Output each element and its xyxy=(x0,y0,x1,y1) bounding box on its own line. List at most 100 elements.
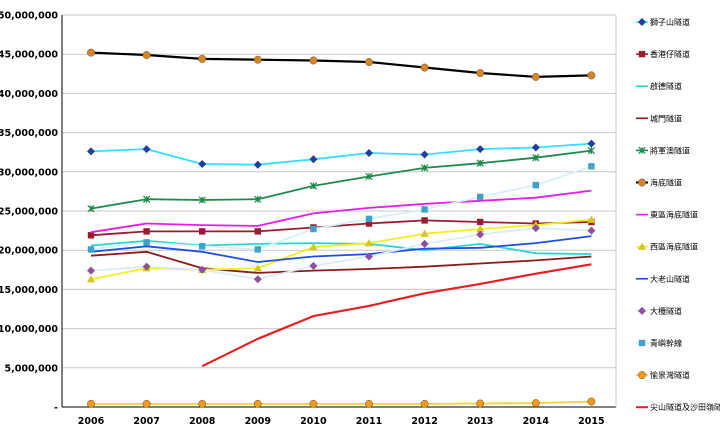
data-point xyxy=(365,172,373,181)
data-point xyxy=(198,54,207,63)
series-line xyxy=(90,250,592,274)
series-6 xyxy=(87,48,596,81)
data-point xyxy=(365,215,373,223)
data-point xyxy=(198,159,207,168)
data-point xyxy=(87,399,95,408)
x-tick-label: 2007 xyxy=(133,416,159,427)
legend-entry: 獅子山隧道 xyxy=(636,17,690,27)
y-tick-label: 5,000,000 xyxy=(5,363,59,374)
legend-entry: 尖山隧道及沙田嶺隧道 xyxy=(636,402,720,412)
legend-entry: 海底隧道 xyxy=(636,178,682,188)
data-point xyxy=(588,163,595,170)
y-tick-label: 10,000,000 xyxy=(0,324,58,335)
y-tick-label: 20,000,000 xyxy=(0,246,58,257)
series-1 xyxy=(87,139,596,169)
legend-entry: 大欖隧道 xyxy=(636,306,682,316)
data-point xyxy=(420,229,429,237)
data-point xyxy=(365,148,373,157)
data-point xyxy=(87,48,95,57)
data-point xyxy=(638,18,646,26)
legend-label: 海底隧道 xyxy=(650,178,682,188)
legend-label: 獅子山隧道 xyxy=(650,17,690,27)
data-point xyxy=(531,72,540,81)
data-point xyxy=(587,146,596,155)
series-line xyxy=(90,239,592,255)
data-point xyxy=(253,55,262,64)
y-tick-label: - xyxy=(54,403,58,414)
series-line xyxy=(90,149,592,210)
data-point xyxy=(638,146,646,155)
legend-label: 尖山隧道及沙田嶺隧道 xyxy=(650,402,720,412)
series-5 xyxy=(87,146,596,213)
legend-entry: 青嶼幹線 xyxy=(636,338,682,348)
data-point xyxy=(309,242,318,251)
data-point xyxy=(253,264,262,272)
data-point xyxy=(476,230,485,239)
data-point xyxy=(420,399,429,408)
y-tick-label: 50,000,000 xyxy=(0,11,58,22)
series-12 xyxy=(87,397,596,408)
legend: 獅子山隧道香港仔隧道啟德隧道城門隧道將軍澳隧道海底隧道東區海底隧道西區海底隧道大… xyxy=(636,17,720,412)
data-point xyxy=(254,228,261,235)
data-point xyxy=(638,50,646,58)
data-point xyxy=(476,159,484,167)
data-point xyxy=(309,56,318,65)
data-point xyxy=(476,145,485,154)
legend-entry: 香港仔隧道 xyxy=(636,49,690,59)
data-point xyxy=(142,399,151,408)
x-tick-label: 2011 xyxy=(356,416,382,427)
series-line xyxy=(90,189,592,234)
legend-label: 愉景灣隧道 xyxy=(650,370,690,380)
data-point xyxy=(87,246,95,253)
x-tick-label: 2014 xyxy=(523,416,550,427)
data-point xyxy=(86,275,96,283)
data-point xyxy=(587,215,596,223)
data-point xyxy=(420,239,429,248)
legend-label: 大老山隧道 xyxy=(650,274,690,284)
data-point xyxy=(142,262,151,271)
legend-entry: 啟德隧道 xyxy=(636,81,682,91)
data-point xyxy=(310,225,317,233)
data-point xyxy=(365,399,373,408)
data-point xyxy=(254,195,262,203)
data-point xyxy=(199,228,206,235)
data-point xyxy=(309,261,318,270)
data-point xyxy=(476,69,485,77)
legend-entry: 東區海底隧道 xyxy=(636,210,698,220)
data-point xyxy=(532,181,539,189)
legend-label: 西區海底隧道 xyxy=(650,242,698,252)
data-point xyxy=(637,242,647,250)
data-point xyxy=(365,252,373,261)
axes xyxy=(61,15,617,408)
series-line xyxy=(201,263,592,368)
data-point xyxy=(587,397,596,406)
y-tick-label: 30,000,000 xyxy=(0,167,58,178)
data-point xyxy=(143,228,150,235)
legend-entry: 城門隧道 xyxy=(636,113,682,123)
y-tick-label: 15,000,000 xyxy=(0,285,58,296)
data-point xyxy=(143,239,150,246)
data-point xyxy=(87,204,95,213)
y-tick-label: 35,000,000 xyxy=(0,128,58,139)
series-line xyxy=(90,142,592,166)
data-point xyxy=(87,147,95,156)
data-point xyxy=(420,150,429,159)
data-point xyxy=(87,232,95,239)
data-point xyxy=(477,218,484,226)
data-point xyxy=(253,275,262,284)
y-tick-label: 40,000,000 xyxy=(0,89,58,100)
series-line xyxy=(90,235,592,263)
data-point xyxy=(198,196,206,204)
y-tick-label: 45,000,000 xyxy=(0,50,58,61)
data-point xyxy=(309,155,318,164)
legend-entry: 將軍澳隧道 xyxy=(636,145,690,155)
series-line xyxy=(91,400,592,405)
data-point xyxy=(420,63,429,72)
legend-label: 啟德隧道 xyxy=(650,81,682,91)
series-10 xyxy=(87,224,596,284)
series-9 xyxy=(90,235,592,263)
legend-entry: 愉景灣隧道 xyxy=(636,370,690,380)
series-7 xyxy=(90,189,592,234)
data-point xyxy=(638,371,646,380)
